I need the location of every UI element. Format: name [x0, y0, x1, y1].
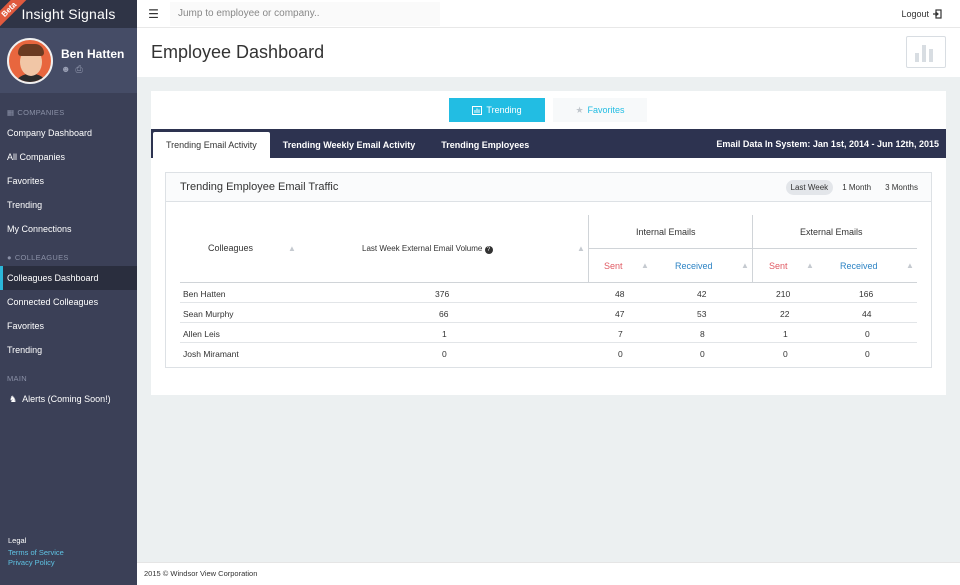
- main-section-header: MAIN: [7, 373, 27, 383]
- sidebar-item-company-dashboard[interactable]: Company Dashboard: [7, 128, 93, 138]
- sort-icon[interactable]: ▲: [741, 261, 749, 270]
- card-title: Trending Employee Email Traffic: [180, 181, 339, 193]
- bell-icon: ♞: [9, 394, 18, 404]
- sidebar-item-colleague-trending[interactable]: Trending: [7, 345, 43, 355]
- tab-trending-weekly-email-activity[interactable]: Trending Weekly Email Activity: [282, 140, 416, 150]
- row-ext-recv: 0: [865, 329, 870, 339]
- sidebar-item-company-favorites[interactable]: Favorites: [7, 176, 45, 186]
- email-data-range: Email Data In System: Jan 1st, 2014 - Ju…: [716, 139, 939, 149]
- row-name[interactable]: Ben Hatten: [183, 289, 226, 299]
- logout-icon: [933, 8, 942, 19]
- sidebar-item-connected-colleagues[interactable]: Connected Colleagues: [7, 297, 99, 307]
- companies-section-header: ▦ COMPANIES: [7, 107, 65, 117]
- row-int-recv: 42: [697, 289, 707, 299]
- privacy-link[interactable]: Privacy Policy: [8, 558, 55, 567]
- sidebar-item-my-connections[interactable]: My Connections: [7, 224, 72, 234]
- row-ext-sent: 0: [783, 349, 788, 359]
- app-title[interactable]: Insight Signals: [21, 6, 116, 22]
- trending-toggle-button[interactable]: Trending: [449, 98, 545, 122]
- row-ext-recv: 44: [862, 309, 872, 319]
- legal-block: Legal Terms of Service Privacy Policy: [8, 536, 64, 567]
- chart-icon: [472, 105, 483, 115]
- row-volume: 0: [442, 349, 447, 359]
- topbar: ☰ Logout: [137, 0, 960, 28]
- row-ext-sent: 1: [783, 329, 788, 339]
- range-selector: Last Week 1 Month 3 Months: [785, 179, 923, 195]
- brand-bar: Beta Insight Signals: [0, 0, 137, 28]
- signout-icon[interactable]: ⎙: [75, 63, 83, 74]
- row-volume: 376: [435, 289, 450, 299]
- tab-trending-email-activity[interactable]: Trending Email Activity: [153, 132, 270, 158]
- help-icon[interactable]: ?: [484, 246, 493, 254]
- row-name[interactable]: Sean Murphy: [183, 309, 234, 319]
- logout-button[interactable]: Logout: [901, 9, 942, 19]
- row-int-sent: 48: [615, 289, 625, 299]
- sidebar-item-alerts[interactable]: ♞ Alerts (Coming Soon!): [0, 387, 137, 411]
- internal-sent-header[interactable]: Sent: [604, 261, 623, 271]
- row-name[interactable]: Josh Miramant: [183, 349, 239, 359]
- view-toggle: Trending ★ Favorites: [449, 98, 647, 122]
- row-name[interactable]: Allen Leis: [183, 329, 220, 339]
- row-volume: 1: [442, 329, 447, 339]
- users-icon: ●: [7, 252, 12, 262]
- sort-icon[interactable]: ▲: [577, 244, 585, 253]
- building-icon: ▦: [7, 107, 15, 117]
- user-icon[interactable]: ☻: [61, 63, 71, 74]
- sort-icon[interactable]: ▲︎: [288, 244, 296, 253]
- sidebar-item-colleagues-dashboard[interactable]: Colleagues Dashboard: [0, 266, 137, 290]
- sidebar-item-company-trending[interactable]: Trending: [7, 200, 43, 210]
- legal-title: Legal: [8, 536, 27, 545]
- row-int-sent: 7: [618, 329, 623, 339]
- search-input[interactable]: [170, 1, 440, 26]
- sidebar-item-all-companies[interactable]: All Companies: [7, 152, 66, 162]
- row-volume: 66: [439, 309, 449, 319]
- sort-icon[interactable]: ▲: [806, 261, 814, 270]
- range-3-months[interactable]: 3 Months: [885, 182, 918, 192]
- row-int-sent: 47: [615, 309, 625, 319]
- sort-icon[interactable]: ▲: [641, 261, 649, 270]
- main-panel: Trending ★ Favorites Trending Email Acti…: [151, 91, 946, 395]
- external-sent-header[interactable]: Sent: [769, 261, 788, 271]
- footer: 2015 © Windsor View Corporation: [137, 562, 960, 585]
- user-profile: Ben Hatten ☻ ⎙: [0, 28, 137, 93]
- user-name: Ben Hatten: [61, 46, 125, 61]
- row-ext-sent: 210: [776, 289, 791, 299]
- internal-received-header[interactable]: Received: [675, 261, 713, 271]
- tab-trending-employees[interactable]: Trending Employees: [441, 140, 530, 150]
- row-int-recv: 0: [700, 349, 705, 359]
- hamburger-menu-icon[interactable]: ☰: [148, 6, 159, 21]
- row-int-recv: 53: [697, 309, 707, 319]
- colleagues-header[interactable]: Colleagues: [208, 243, 254, 253]
- star-icon: ★: [575, 104, 584, 115]
- terms-link[interactable]: Terms of Service: [8, 548, 64, 557]
- internal-emails-header: Internal Emails: [636, 227, 696, 237]
- external-emails-header: External Emails: [800, 227, 863, 237]
- range-1-month[interactable]: 1 Month: [842, 182, 872, 192]
- email-traffic-card: Trending Employee Email Traffic Last Wee…: [165, 172, 932, 368]
- favorites-toggle-button[interactable]: ★ Favorites: [553, 98, 647, 122]
- page-title: Employee Dashboard: [151, 42, 325, 62]
- sidebar-item-colleague-favorites[interactable]: Favorites: [7, 321, 45, 331]
- volume-header[interactable]: Last Week External Email Volume ?: [362, 244, 493, 254]
- row-int-recv: 8: [700, 329, 705, 339]
- range-last-week[interactable]: Last Week: [785, 179, 834, 195]
- sort-icon[interactable]: ▲: [906, 261, 914, 270]
- sidebar: Beta Insight Signals Ben Hatten ☻ ⎙ ▦ CO…: [0, 0, 137, 585]
- row-ext-recv: 166: [859, 289, 874, 299]
- row-ext-recv: 0: [865, 349, 870, 359]
- tab-bar: Trending Email Activity Trending Weekly …: [151, 129, 946, 158]
- page-header: Employee Dashboard: [137, 28, 960, 77]
- external-received-header[interactable]: Received: [840, 261, 878, 271]
- row-int-sent: 0: [618, 349, 623, 359]
- row-ext-sent: 22: [780, 309, 790, 319]
- avatar[interactable]: [7, 37, 53, 84]
- bar-chart-icon: [906, 36, 946, 68]
- colleagues-section-header: ● COLLEAGUES: [7, 252, 69, 262]
